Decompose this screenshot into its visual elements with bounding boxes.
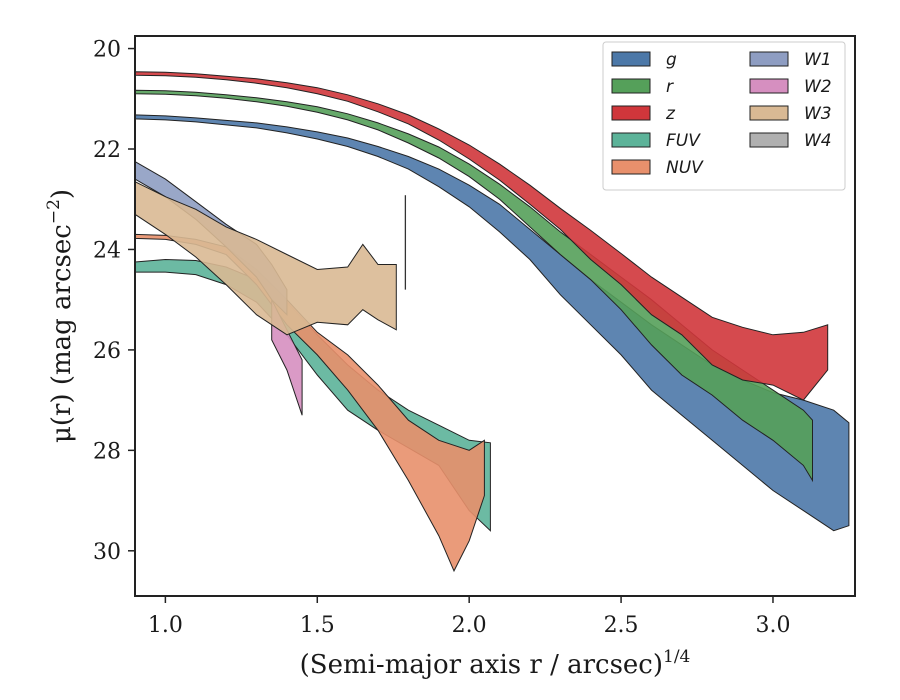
x-tick-label: 2.5 [604,613,639,638]
band-layer [134,71,850,573]
x-axis-label-superscript: 1/4 [663,647,690,667]
y-axis-label: μ(r) (mag arcsec−2) [44,189,77,443]
band-g [134,114,850,532]
x-axis-label: (Semi-major axis r / arcsec)1/4 [300,647,691,680]
band-r [134,89,813,483]
x-axis: 1.0 1.5 2.0 2.5 3.0 [148,596,790,638]
legend-label-w3: W3 [804,104,832,124]
legend: grz FUV NUV W1 W2 W3 W4 [602,41,846,191]
legend-swatch-g [611,51,651,67]
legend-swatch-w1 [749,51,789,67]
legend-label-g: g [666,50,677,70]
y-tick-label: 30 [93,540,121,565]
band-w3 [134,180,397,336]
y-axis-label-suffix: ) [47,189,77,199]
legend-swatch-w4 [749,132,789,148]
x-tick-label: 2.0 [452,613,487,638]
y-tick-label: 22 [93,138,121,163]
plot-frame [134,35,856,597]
x-tick-label: 1.5 [300,613,335,638]
legend-swatch-w3 [749,105,789,121]
legend-label-fuv: FUV [666,131,701,151]
legend-swatch-w2 [749,78,789,94]
band-z [134,71,829,401]
legend-swatch-fuv [611,132,651,148]
y-axis-label-superscript: −2 [44,199,64,224]
x-axis-label-text: (Semi-major axis r / arcsec) [300,650,663,680]
y-tick-label: 26 [93,339,121,364]
legend-label-r: r [666,77,674,97]
legend-label-w4: W4 [804,131,832,151]
y-tick-label: 24 [93,238,121,263]
legend-swatch-nuv [611,159,651,175]
y-tick-label: 20 [93,38,121,63]
x-tick-label: 3.0 [755,613,790,638]
y-axis-label-text: μ(r) (mag arcsec [47,224,77,443]
legend-swatch-z [611,105,651,121]
legend-label-w2: W2 [804,77,832,97]
legend-label-z: z [665,104,676,124]
legend-label-nuv: NUV [666,158,704,178]
y-tick-label: 28 [93,439,121,464]
legend-swatch-r [611,78,651,94]
x-tick-label: 1.0 [148,613,183,638]
y-axis: 20 22 24 26 28 30 [93,38,135,565]
legend-label-w1: W1 [804,50,832,70]
